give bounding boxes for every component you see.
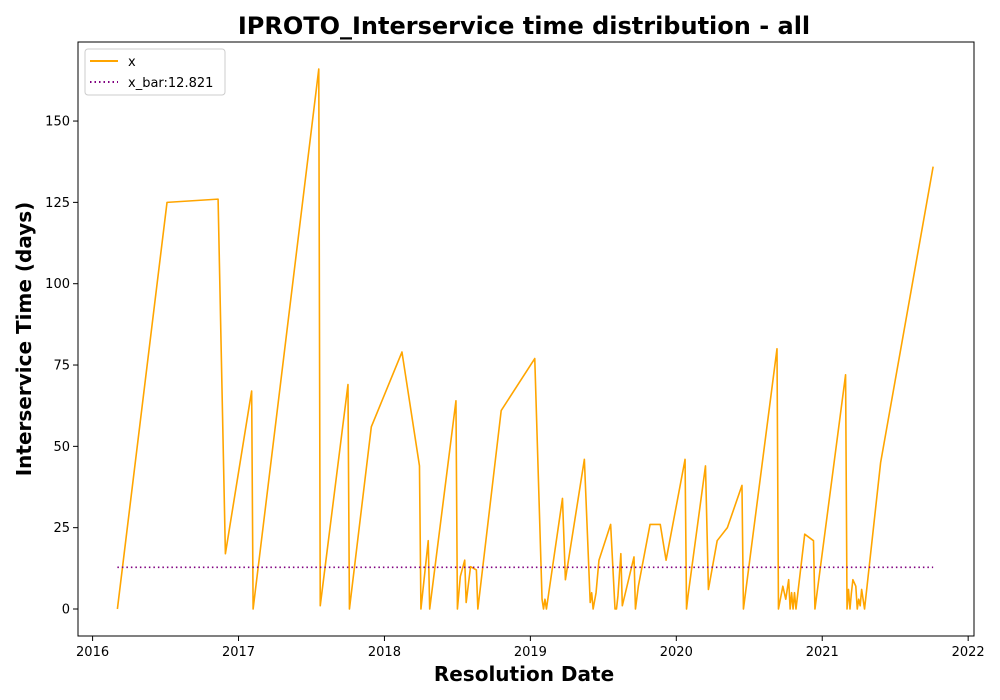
series-line-x bbox=[116, 68, 934, 610]
x-tick-label: 2021 bbox=[806, 645, 839, 660]
x-axis-label: Resolution Date bbox=[434, 662, 614, 686]
x-tick-label: 2018 bbox=[368, 645, 401, 660]
legend-label-x-bar: x_bar:12.821 bbox=[128, 76, 213, 91]
plot-area bbox=[77, 41, 975, 637]
y-tick-label: 100 bbox=[45, 277, 70, 292]
y-tick-label: 150 bbox=[45, 115, 70, 130]
y-tick-label: 125 bbox=[45, 196, 70, 211]
x-tick-label: 2017 bbox=[222, 645, 255, 660]
legend: x x_bar:12.821 bbox=[84, 48, 226, 96]
y-tick-label: 75 bbox=[53, 359, 70, 374]
x-tick-label: 2020 bbox=[660, 645, 693, 660]
chart-title: IPROTO_Interservice time distribution - … bbox=[238, 12, 810, 40]
plot-frame bbox=[77, 41, 975, 637]
x-tick-label: 2019 bbox=[514, 645, 547, 660]
legend-label-x: x bbox=[128, 55, 136, 70]
x-tick-label: 2016 bbox=[76, 645, 109, 660]
series-layer bbox=[116, 68, 934, 610]
y-tick-label: 50 bbox=[53, 440, 70, 455]
y-tick-label: 25 bbox=[53, 521, 70, 536]
y-axis: 0 25 50 75 100 125 150 bbox=[45, 115, 78, 618]
legend-box bbox=[84, 48, 226, 96]
x-tick-label: 2022 bbox=[952, 645, 985, 660]
x-axis: 2016 2017 2018 2019 2020 2021 2022 bbox=[76, 636, 985, 660]
y-tick-label: 0 bbox=[62, 603, 70, 618]
y-axis-label: Interservice Time (days) bbox=[12, 202, 36, 477]
